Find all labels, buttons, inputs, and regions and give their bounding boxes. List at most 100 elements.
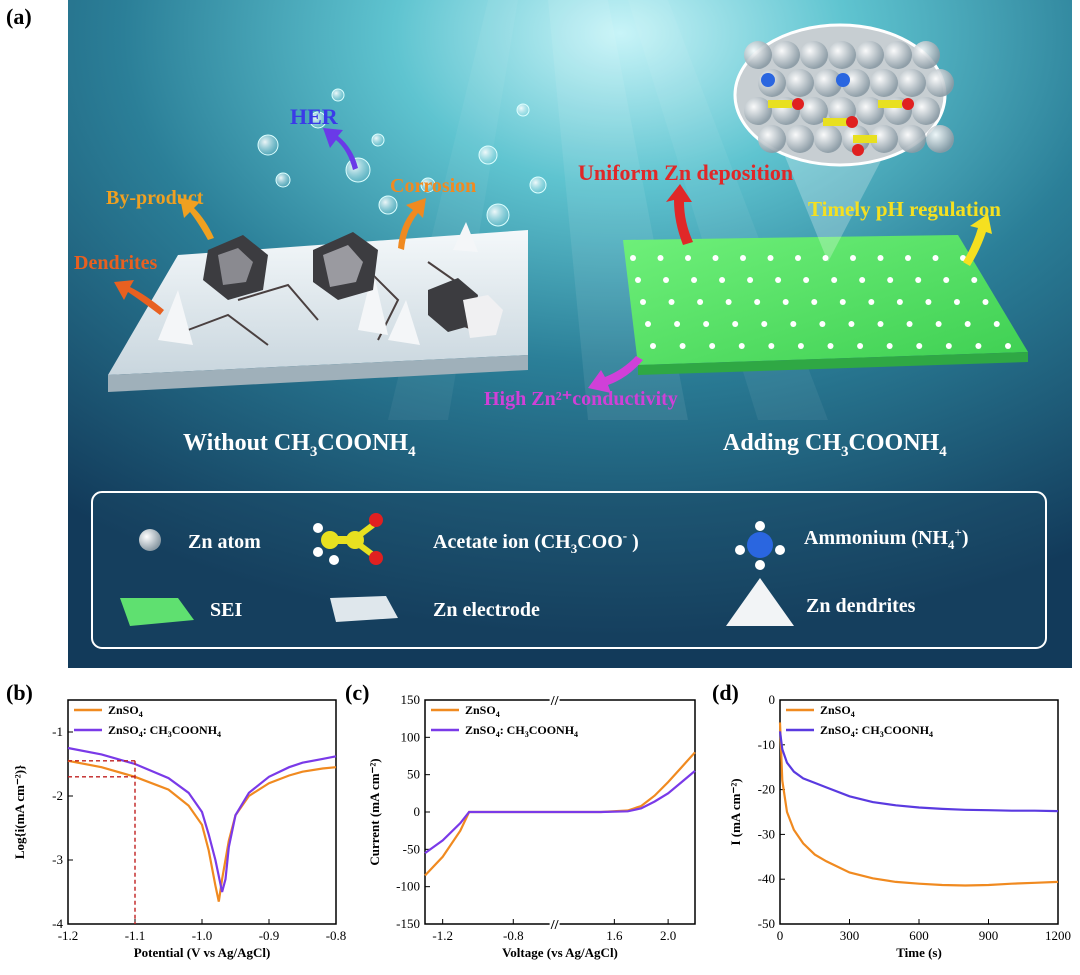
zn-electrode-icon — [330, 596, 398, 622]
byproduct-arrow — [180, 198, 214, 240]
axis-break-mark: // — [550, 694, 560, 709]
sei-dot — [738, 343, 745, 349]
sei-dot — [945, 343, 952, 349]
sei-dot — [679, 343, 686, 349]
axis-break-gap — [549, 694, 560, 706]
label-conductivity: High Zn²⁺conductivity — [484, 388, 678, 410]
uniform-arrow — [666, 184, 693, 245]
sei-dot — [877, 321, 884, 327]
sei-dot — [831, 277, 838, 283]
y-tick-label: 150 — [401, 692, 421, 707]
zn-atom — [856, 97, 884, 125]
sei-dot — [768, 343, 775, 349]
sei-dot — [953, 299, 960, 305]
schematic-scene: HER By-product Corrosion Dendrites Unifo… — [68, 0, 1072, 668]
sei-dot — [775, 277, 782, 283]
sei-dot — [719, 277, 726, 283]
sei-icon — [120, 598, 194, 626]
x-tick-label: -0.8 — [503, 928, 524, 943]
y-tick-label: -1 — [52, 724, 63, 739]
sei-dot — [916, 343, 923, 349]
sei-dot — [767, 255, 774, 261]
legend-label-1: ZnSO4: CH3COONH4 — [465, 723, 578, 739]
sei-dot — [859, 277, 866, 283]
series-line-0 — [67, 759, 337, 902]
sei-dot — [663, 277, 670, 283]
axis-break-mark: // — [550, 918, 560, 933]
legend-label-1: ZnSO4: CH3COONH4 — [820, 723, 933, 739]
corrosion-arrow — [398, 198, 426, 250]
zn-atom — [744, 41, 772, 69]
sei-dot — [857, 343, 864, 349]
y-axis-label: Log{i(mA cm⁻²)} — [12, 765, 27, 859]
label-her: HER — [290, 104, 339, 129]
zn-atom — [912, 97, 940, 125]
sei-dot — [754, 299, 761, 305]
x-tick-label: -0.8 — [326, 928, 347, 943]
sei-dot — [725, 299, 732, 305]
dendrite-cluster-2 — [313, 232, 378, 300]
x-axis-label: Time (s) — [896, 945, 942, 960]
zn-atom — [772, 41, 800, 69]
dendrites-arrow — [114, 280, 164, 315]
x-tick-label: -1.1 — [125, 928, 146, 943]
sei-dot — [732, 321, 739, 327]
zn-atom — [898, 125, 926, 153]
y-tick-label: -50 — [758, 916, 775, 931]
zn-atom — [758, 125, 786, 153]
x-axis-label: Voltage (vs Ag/AgCl) — [502, 945, 618, 960]
chart-d-chronoamperometry: -50 -40 -30 -20 -10 0 0 300 600 900 1200 Time (s) I … — [728, 692, 1071, 960]
sei-dot — [790, 321, 797, 327]
x-tick-label: 2.0 — [660, 928, 676, 943]
y-axis-label: I (mA cm⁻²) — [728, 778, 743, 845]
y-tick-label: -50 — [403, 841, 420, 856]
y-tick-label: -20 — [758, 782, 775, 797]
label-dendrites: Dendrites — [74, 252, 158, 274]
sei-dot — [712, 255, 719, 261]
panel-label-c: (c) — [345, 680, 370, 705]
sei-dot — [850, 255, 856, 261]
dendrite-cluster-1 — [203, 235, 268, 300]
sei-dot — [635, 277, 641, 283]
zn-atom — [926, 125, 954, 153]
sei-dot — [797, 343, 804, 349]
sei-dot — [645, 321, 651, 327]
sei-dot — [697, 299, 704, 305]
zn-atom — [912, 41, 940, 69]
x-tick-label: -1.0 — [192, 928, 213, 943]
y-tick-label: -100 — [396, 879, 420, 894]
legend-acetate: Acetate ion (CH3COO- ) — [433, 528, 639, 556]
sei-dot — [668, 299, 675, 305]
zn-atom — [800, 41, 828, 69]
sei-dot — [650, 343, 656, 349]
sei-dot — [943, 277, 950, 283]
sei-dot — [971, 277, 978, 283]
x-tick-label: -0.9 — [259, 928, 280, 943]
molecular-zoom-circle — [733, 23, 954, 167]
y-axis-label: Current (mA cm⁻²) — [367, 758, 382, 865]
zn-atom — [856, 41, 884, 69]
series-line-0 — [778, 722, 1059, 887]
sei-dot — [982, 299, 989, 305]
sei-dot — [964, 321, 971, 327]
legend-label-1: ZnSO4: CH3COONH4 — [108, 723, 221, 739]
sei-plate-right — [623, 235, 1028, 375]
sei-dot — [691, 277, 698, 283]
sei-dot — [839, 299, 846, 305]
x-tick-label: 600 — [909, 928, 929, 943]
legend-label-0: ZnSO4 — [820, 703, 855, 719]
sei-dot — [925, 299, 932, 305]
x-tick-label: 1200 — [1045, 928, 1071, 943]
y-tick-label: -150 — [396, 916, 420, 931]
sei-dot — [740, 255, 746, 261]
sei-dot — [915, 277, 922, 283]
sei-dot — [993, 321, 1000, 327]
zn-atom — [786, 69, 814, 97]
sei-dot — [848, 321, 855, 327]
sei-dot — [795, 255, 801, 261]
axis-break-gap — [549, 918, 560, 930]
left-condition-title: Without CH3COONH4 — [183, 430, 416, 460]
series-line-1 — [67, 746, 337, 893]
zn-atom — [786, 125, 814, 153]
acetate-ion-icon — [313, 513, 383, 565]
